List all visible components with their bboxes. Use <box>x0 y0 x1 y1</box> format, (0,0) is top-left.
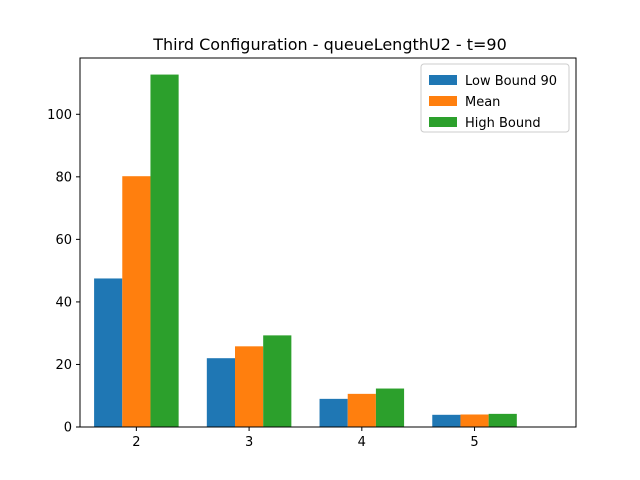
x-tick-label: 5 <box>470 435 478 450</box>
legend-label: High Bound <box>465 116 541 131</box>
legend-label: Low Bound 90 <box>465 74 557 89</box>
legend-swatch <box>429 75 457 85</box>
legend-label: Mean <box>465 95 500 110</box>
bar-low-bound-90-4[interactable] <box>319 398 348 427</box>
y-tick-label: 40 <box>55 295 72 310</box>
bar-low-bound-90-3[interactable] <box>206 358 235 427</box>
x-tick-label: 4 <box>358 435 366 450</box>
legend-box <box>420 63 570 133</box>
bar-mean-5[interactable] <box>460 414 489 427</box>
legend: Low Bound 90 Mean High Bound <box>420 63 570 133</box>
bar-high-bound-5[interactable] <box>488 413 517 427</box>
y-tick-label: 80 <box>55 170 72 185</box>
x-tick-label: 2 <box>132 435 140 450</box>
bar-high-bound-3[interactable] <box>263 335 292 427</box>
y-tick-label: 60 <box>55 233 72 248</box>
y-tick-label: 0 <box>64 421 72 436</box>
x-tick-label: 3 <box>245 435 253 450</box>
bar-low-bound-90-2[interactable] <box>94 278 123 427</box>
plot-area: 2 3 4 5 0 20 40 60 80 100 <box>47 57 577 450</box>
y-tick-label: 100 <box>47 108 72 123</box>
legend-swatch <box>429 96 457 106</box>
bar-mean-2[interactable] <box>122 176 151 427</box>
bar-low-bound-90-5[interactable] <box>432 414 461 427</box>
legend-swatch <box>429 117 457 127</box>
y-tick-label: 20 <box>55 358 72 373</box>
bar-mean-4[interactable] <box>347 393 376 427</box>
chart-title: Third Configuration - queueLengthU2 - t=… <box>152 35 507 54</box>
bar-high-bound-4[interactable] <box>375 388 405 427</box>
bar-high-bound-2[interactable] <box>150 74 179 427</box>
axes-frame <box>79 57 577 428</box>
bar-mean-3[interactable] <box>235 346 264 427</box>
